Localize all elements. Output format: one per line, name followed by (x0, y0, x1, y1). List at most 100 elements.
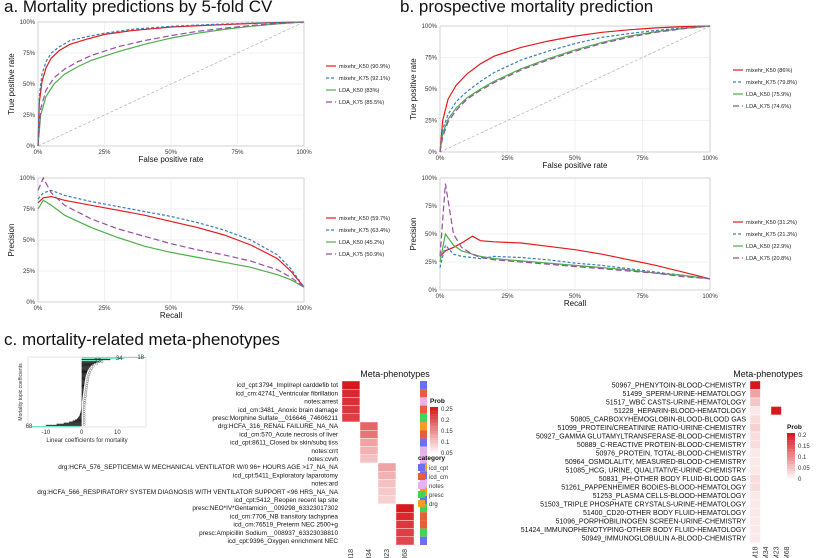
bar-label-marker (100, 360, 104, 364)
x-tick-label: 0% (436, 156, 445, 162)
color-legend-tick: 0.1 (441, 440, 450, 446)
category-legend-swatch (418, 500, 425, 507)
heatmap-row-label: 51085_HCG, URINE, QUALITATIVE-URINE-CHEM… (566, 467, 747, 474)
heatmap-row-label: icd_cm:42741_Ventricular fibrillation (236, 390, 339, 397)
heatmap-cell (395, 421, 415, 431)
x-tick-label: 50% (165, 150, 178, 156)
x-axis-label: Recall (564, 299, 586, 308)
heatmap-cell (377, 380, 397, 390)
bar-label-marker (95, 362, 98, 366)
category-legend-label: presc (429, 493, 444, 499)
bar (81, 378, 86, 380)
bar (81, 376, 86, 378)
color-legend-step (430, 450, 438, 453)
bar (81, 400, 83, 402)
heatmap-row-label: icd_cpt:5411_Exploratory laparotomy (233, 472, 339, 479)
heatmap-cell (770, 491, 782, 501)
legend-label: mixehr_K75 (21.3%) (746, 232, 797, 238)
heatmap-cell (749, 508, 761, 518)
series-line-a_pr-1 (37, 189, 305, 288)
heatmap-cell (377, 536, 397, 546)
bar (81, 381, 85, 383)
heatmap-cell (377, 438, 397, 447)
color-legend-step (787, 471, 795, 474)
color-legend-tick: 0.05 (441, 451, 453, 457)
category-strip-cell (420, 413, 427, 422)
heatmap-cell (341, 503, 361, 513)
heatmap-cell (770, 516, 782, 526)
heatmap-cell (749, 397, 761, 407)
x-tick-label: 25% (98, 150, 111, 156)
y-tick-label: 25% (23, 113, 36, 119)
heatmap-row-label: icd_cpt:8611_Closed bx skin/subq tiss (230, 440, 338, 447)
heatmap-cell (395, 471, 415, 480)
color-legend-title: Prob (430, 398, 445, 405)
heatmap-cell (341, 471, 361, 480)
x-tick-label: 25% (501, 294, 514, 300)
category-strip-cell (420, 504, 427, 513)
heatmap-col-label: M18 (348, 549, 355, 558)
heatmap-cell (395, 520, 415, 529)
panel-a-title: a. Mortality predictions by 5-fold CV (4, 0, 273, 16)
heatmap-row-label: 50805_CARBOXYHEMOGLOBIN-BLOOD-BLOOD GAS (571, 416, 747, 423)
color-legend-step (430, 414, 438, 417)
category-legend-swatch (418, 473, 425, 480)
heatmap-cell (395, 536, 415, 546)
series-line-b_roc-0 (439, 25, 711, 153)
bar (75, 419, 82, 421)
bar-label-marker (82, 423, 86, 426)
color-legend-tick: 0.25 (441, 407, 453, 413)
category-legend-label: icd_cpt (429, 466, 448, 472)
heatmap-cell (395, 487, 415, 497)
color-legend-tick: 0 (798, 477, 802, 483)
chart-a_roc: 0%0% 25% 25% 50% 50% 75% 75% 100% 100% mixehr_K50… (7, 20, 390, 164)
heatmap-cell (395, 479, 415, 488)
heatmap-cell (760, 457, 772, 467)
color-legend-step (787, 466, 795, 470)
y-tick-label: 100% (422, 24, 438, 30)
heatmap-cell (760, 440, 772, 450)
category-strip-cell (420, 381, 427, 390)
heatmap-cell (359, 462, 379, 472)
chart-c_heat1: Meta-phenotypes icd_cpt:3794_Impl/repl ca… (37, 369, 453, 558)
heatmap-row-label: notes:ard (311, 481, 338, 488)
heatmap-row-label: 51517_WBC CASTS-URINE-HEMATOLOGY (606, 399, 746, 406)
heatmap-cell (341, 487, 361, 497)
color-legend-step (787, 440, 795, 443)
legend-label: mixehr_K50 (31.2%) (746, 220, 797, 226)
category-legend-swatch (418, 482, 425, 489)
bar (81, 392, 84, 394)
bar-x-label: Linear coefficients for mortality (46, 438, 127, 444)
color-legend-tick: 0.2 (798, 433, 807, 439)
bar-x-tick: 10 (114, 430, 121, 436)
color-legend-step (787, 442, 795, 446)
category-strip-cell (420, 389, 427, 398)
y-tick-label: 100% (20, 176, 36, 182)
y-tick-label: 25% (23, 269, 36, 275)
legend-label: LDA_K50 (83%) (339, 88, 380, 94)
heatmap-row-label: 51400_CD20-OTHER BODY FLUID-HEMATOLOGY (583, 510, 746, 517)
bar (78, 417, 82, 419)
legend-label: mixehr_K75 (63.4%) (339, 228, 390, 234)
heatmap-cell (781, 414, 793, 424)
x-tick-label: 100% (296, 150, 312, 156)
heatmap-cell (760, 380, 772, 390)
heatmap-cell (749, 414, 761, 424)
heatmap-row-label: 51261_PAPPENHEIMER BODIES-BLOOD-HEMATOLO… (561, 484, 746, 491)
color-legend-step (430, 409, 438, 412)
bar (81, 382, 85, 384)
heatmap-cell (359, 512, 379, 521)
chart-c-bar: 18 34 23 68 -10 0 10 Linear coefficients for mo… (18, 355, 147, 444)
heatmap-cell (359, 430, 379, 439)
heatmap-cell (377, 487, 397, 497)
color-legend-step (787, 445, 795, 448)
y-axis-label: True positive rate (409, 58, 418, 120)
legend-label: LDA_K75 (74.6%) (746, 104, 791, 110)
bar-value-label: 23 (94, 358, 101, 364)
y-tick-label: 75% (23, 51, 36, 57)
y-axis-label: True positive rate (7, 53, 16, 115)
x-tick-label: 25% (501, 156, 514, 162)
heatmap-cell (749, 533, 761, 543)
bar (81, 389, 84, 391)
heatmap-cell (770, 457, 782, 467)
